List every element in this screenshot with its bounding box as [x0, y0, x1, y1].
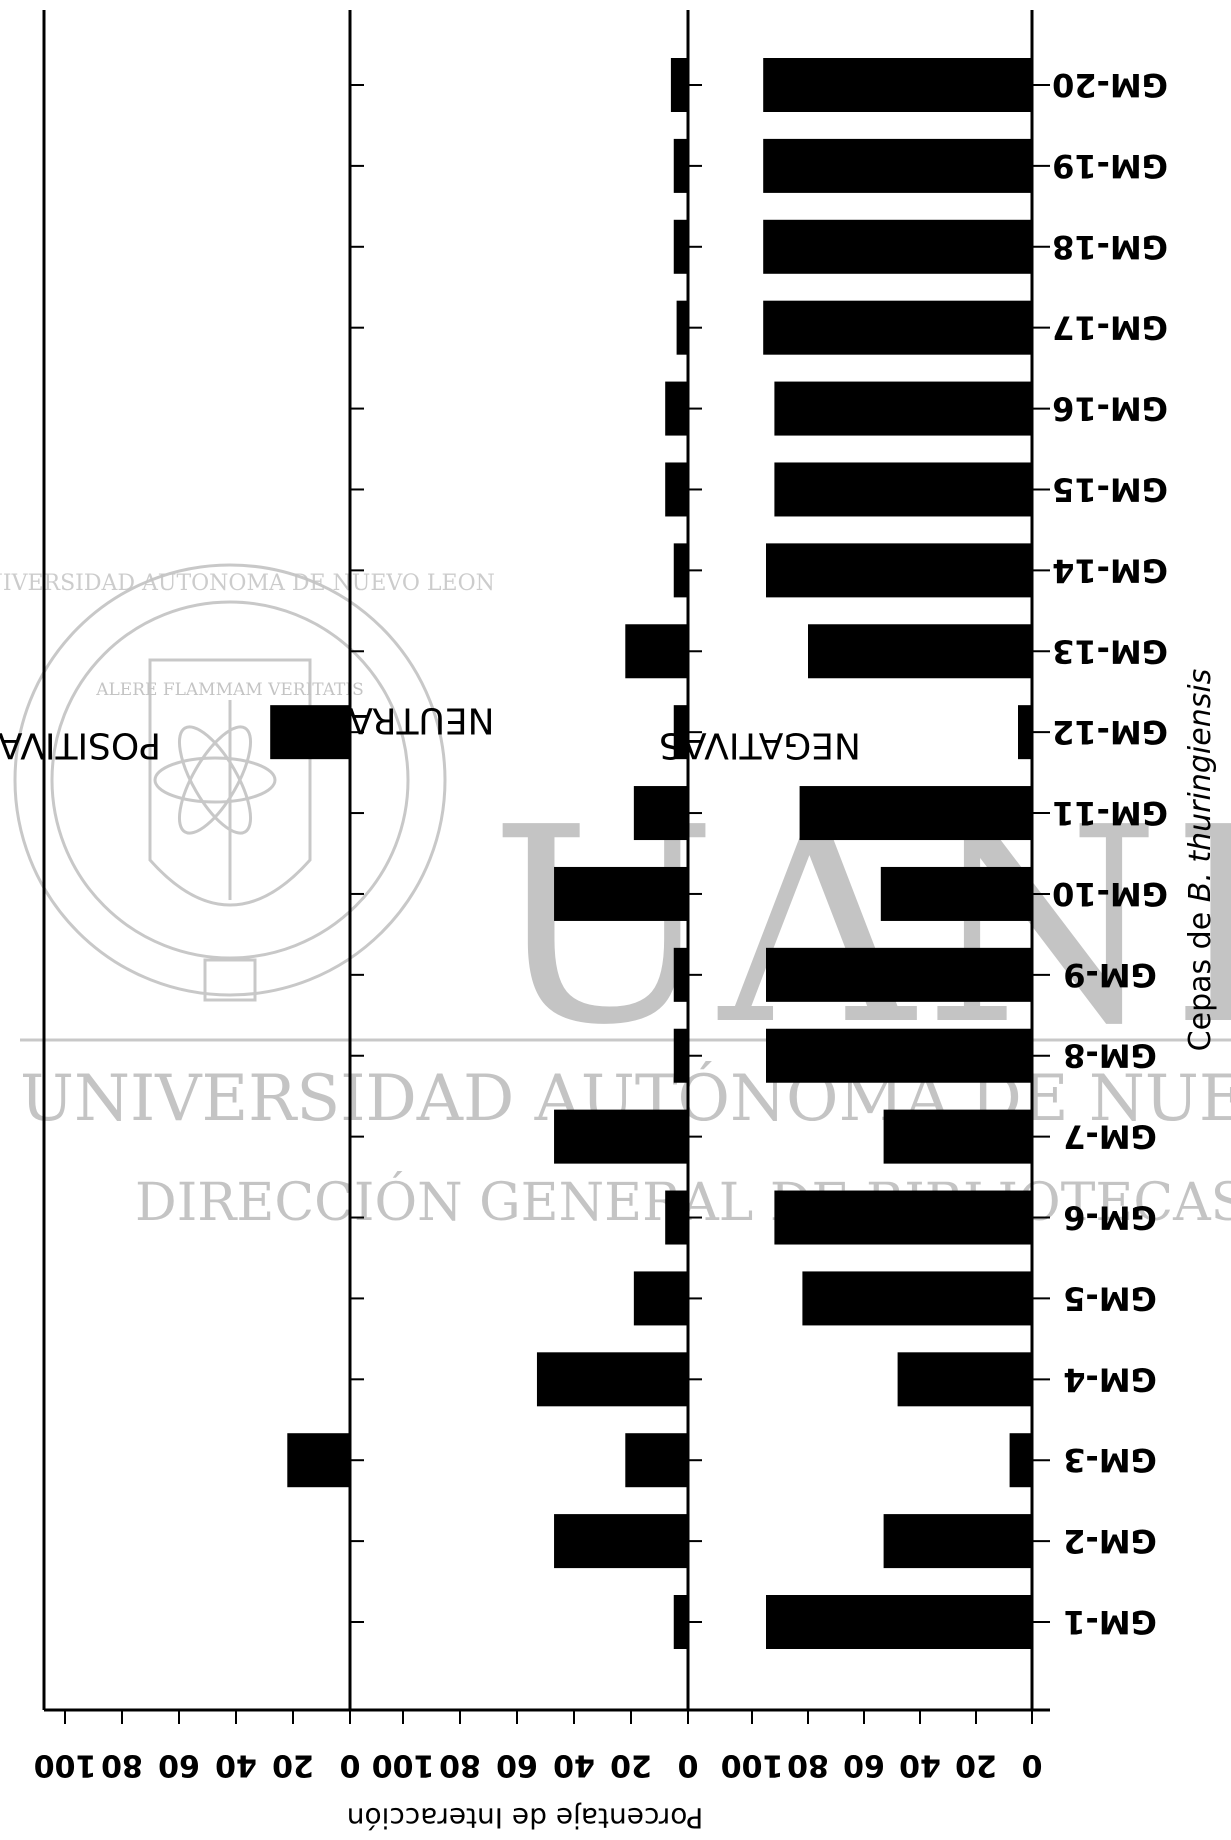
bar-neutras-gm-7: [554, 1109, 688, 1164]
value-tick-label: 60: [496, 1748, 538, 1783]
value-tick-label: 100: [372, 1748, 435, 1783]
university-seal: [13, 563, 447, 1002]
bar-neutras-gm-9: [673, 947, 688, 1002]
bar-neutras-gm-10: [554, 866, 688, 921]
bar-positivas-gm-12: [270, 705, 350, 760]
category-label: GM-11: [1052, 794, 1168, 832]
value-tick-label: 100: [34, 1748, 97, 1783]
value-tick-label: 0: [340, 1748, 361, 1783]
category-label: GM-3: [1063, 1441, 1157, 1479]
value-tick-label: 60: [843, 1748, 885, 1783]
bar-negativas-gm-10: [880, 866, 1032, 921]
bar-negativas-gm-11: [799, 786, 1032, 841]
category-label: GM-17: [1052, 309, 1168, 347]
bar-neutras-gm-11: [633, 786, 688, 841]
bar-negativas-gm-2: [883, 1514, 1032, 1569]
category-label: GM-9: [1063, 956, 1157, 994]
value-tick-label: 0: [678, 1748, 699, 1783]
value-tick-label: 40: [553, 1748, 595, 1783]
bar-negativas-gm-19: [763, 138, 1032, 193]
y-axis-title: Cepas de B. thuringiensis: [1183, 669, 1218, 1052]
bar-negativas-gm-3: [1009, 1433, 1032, 1488]
bar-neutras-gm-19: [673, 138, 688, 193]
bar-neutras-gm-3: [625, 1433, 688, 1488]
seal-ring-text: UNIVERSIDAD AUTONOMA DE NUEVO LEON: [0, 571, 495, 596]
value-tick-label: 80: [101, 1748, 143, 1783]
axes-layer: [42, 10, 1050, 1724]
bar-negativas-gm-20: [763, 58, 1032, 112]
panel-title-neutras: NEUTRAS: [325, 700, 494, 741]
value-tick-label: 40: [215, 1748, 257, 1783]
bar-negativas-gm-9: [766, 947, 1032, 1002]
bar-negativas-gm-1: [766, 1595, 1032, 1649]
bar-neutras-gm-20: [670, 58, 688, 112]
category-label: GM-20: [1052, 66, 1168, 104]
value-tick-label: 60: [158, 1748, 200, 1783]
value-tick-label: 40: [899, 1748, 941, 1783]
bar-neutras-gm-16: [665, 381, 688, 436]
value-tick-label: 20: [272, 1748, 314, 1783]
bar-negativas-gm-13: [808, 624, 1032, 679]
category-label: GM-2: [1063, 1522, 1157, 1560]
bar-neutras-gm-1: [673, 1595, 688, 1649]
panel-title-negativas: NEGATIVAS: [659, 725, 861, 766]
bar-neutras-gm-5: [633, 1271, 688, 1326]
bar-negativas-gm-5: [802, 1271, 1032, 1326]
category-label: GM-8: [1063, 1037, 1157, 1075]
bar-negativas-gm-16: [774, 381, 1032, 436]
category-label: GM-7: [1063, 1118, 1157, 1156]
value-tick-label: 100: [721, 1748, 784, 1783]
bar-neutras-gm-13: [625, 624, 688, 679]
bar-neutras-gm-4: [536, 1352, 688, 1407]
value-tick-label: 0: [1022, 1748, 1043, 1783]
category-label: GM-18: [1052, 228, 1168, 266]
category-label: GM-1: [1063, 1603, 1157, 1641]
value-tick-label: 80: [787, 1748, 829, 1783]
bar-negativas-gm-17: [763, 300, 1032, 355]
bar-neutras-gm-8: [673, 1028, 688, 1083]
bar-negativas-gm-12: [1018, 705, 1032, 760]
bar-neutras-gm-14: [673, 543, 688, 598]
bar-negativas-gm-14: [766, 543, 1032, 598]
bar-neutras-gm-6: [665, 1190, 688, 1245]
value-tick-label: 20: [955, 1748, 997, 1783]
bar-neutras-gm-2: [554, 1514, 688, 1569]
category-label: GM-14: [1052, 551, 1168, 589]
seal-motto: ALERE FLAMMAM VERITATIS: [95, 680, 364, 700]
category-label: GM-10: [1052, 875, 1168, 913]
category-label: GM-15: [1052, 470, 1168, 508]
value-tick-label: 20: [610, 1748, 652, 1783]
bar-neutras-gm-18: [673, 219, 688, 274]
bar-neutras-gm-17: [676, 300, 688, 355]
category-label: GM-13: [1052, 632, 1168, 670]
bar-negativas-gm-7: [883, 1109, 1032, 1164]
labels-layer: GM-1 GM-2 GM-3 GM-4 GM-5 GM-6 GM-7 GM-8 GM-9 GM-1…: [0, 66, 1218, 1835]
category-label: GM-6: [1063, 1199, 1157, 1237]
bar-negativas-gm-8: [766, 1028, 1032, 1083]
category-label: GM-16: [1052, 390, 1168, 428]
bar-neutras-gm-15: [665, 462, 688, 517]
bars-layer: [270, 58, 1032, 1649]
bar-negativas-gm-4: [897, 1352, 1032, 1407]
bar-negativas-gm-18: [763, 219, 1032, 274]
panel-title-positivas: POSITIVAS: [0, 725, 161, 766]
category-label: GM-5: [1063, 1279, 1157, 1317]
category-label: GM-19: [1052, 147, 1168, 185]
bar-negativas-gm-6: [774, 1190, 1032, 1245]
x-axis-title: Porcentaje de Interacción: [347, 1802, 704, 1835]
category-label: GM-4: [1063, 1360, 1157, 1398]
bar-positivas-gm-3: [287, 1433, 350, 1488]
bar-negativas-gm-15: [774, 462, 1032, 517]
category-label: GM-12: [1052, 713, 1168, 751]
bar-neutras-gm-12: [673, 705, 688, 760]
value-tick-label: 80: [439, 1748, 481, 1783]
